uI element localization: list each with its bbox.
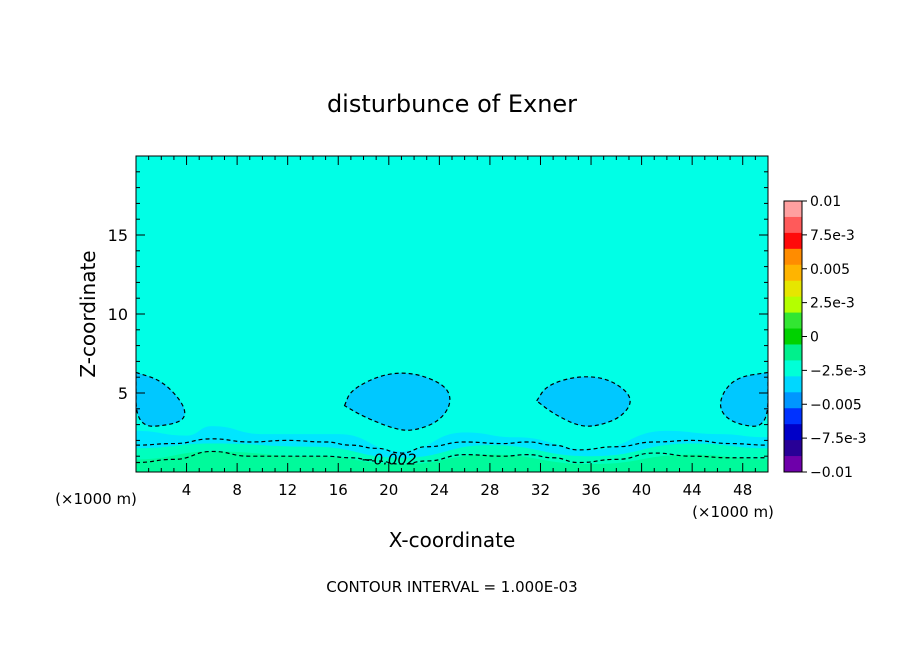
colorbar-swatch (784, 392, 802, 409)
colorbar-label: −0.005 (810, 397, 862, 413)
contour-lines (136, 438, 768, 465)
contour-cell (343, 372, 451, 431)
contour-labels: −0.002 (361, 451, 417, 469)
low-pressure-cells (136, 371, 768, 431)
x-tick-label: 32 (531, 481, 550, 499)
colorbar-swatch (784, 264, 802, 282)
x-tick-label: 20 (379, 481, 398, 499)
x-units-left: (×1000 m) (55, 490, 137, 508)
y-axis-label: Z-coordinate (76, 250, 100, 377)
y-tick-label: 15 (108, 226, 128, 245)
colorbar-label: 0.01 (810, 194, 841, 210)
x-tick-label: 28 (480, 481, 499, 499)
x-tick-label: 24 (430, 481, 449, 499)
colorbar-swatch (784, 201, 802, 218)
colorbar-swatch (784, 280, 802, 298)
y-tick-label: 5 (118, 384, 128, 403)
colorbar-swatch (784, 408, 802, 425)
contour-line (136, 438, 768, 454)
colorbar-label: 0.005 (810, 262, 850, 278)
colorbar-swatch (784, 360, 802, 377)
x-axis-label: X-coordinate (389, 528, 516, 552)
x-tick-label: 8 (232, 481, 242, 499)
colorbar-swatch (784, 456, 802, 473)
contour-line (136, 450, 768, 465)
contour-interval-note: CONTOUR INTERVAL = 1.000E-03 (326, 578, 577, 596)
plot-area (136, 156, 768, 472)
x-tick-label: 4 (182, 481, 192, 499)
field-band (136, 451, 768, 472)
colorbar-label: 0 (810, 330, 819, 346)
x-tick-label: 48 (733, 481, 752, 499)
colorbar-label: 2.5e-3 (810, 296, 855, 312)
contour-cell (136, 371, 186, 427)
y-axis-ticks: 5 10 15 (108, 171, 768, 457)
contour-cell (535, 376, 631, 427)
colorbar-swatch (784, 440, 802, 457)
colorbar-swatch (784, 328, 802, 345)
colorbar-swatch (784, 216, 802, 234)
colorbar-label: −0.01 (810, 465, 853, 481)
x-axis-ticks: 4 8 12 16 20 24 28 32 36 40 44 48 (148, 156, 756, 499)
x-units-right: (×1000 m) (692, 503, 774, 521)
colorbar-swatch (784, 376, 802, 393)
x-tick-label: 40 (632, 481, 651, 499)
contour-cell (719, 371, 768, 427)
x-tick-label: 36 (581, 481, 600, 499)
x-tick-label: 44 (683, 481, 702, 499)
x-tick-label: 16 (329, 481, 348, 499)
colorbar-swatch (784, 296, 802, 314)
colorbar: 0.01 7.5e-3 0.005 2.5e-3 0 −2.5e-3 −0.005 −7.5e… (783, 194, 867, 481)
colorbar-swatch (784, 248, 802, 266)
colorbar-label: 7.5e-3 (810, 228, 855, 244)
colorbar-label: −7.5e-3 (810, 431, 867, 447)
x-tick-label: 12 (278, 481, 297, 499)
y-tick-label: 10 (108, 305, 128, 324)
colorbar-swatch (784, 424, 802, 441)
colorbar-swatch (784, 344, 802, 361)
colorbar-swatch (784, 312, 802, 330)
colorbar-swatch (784, 232, 802, 250)
colorbar-label: −2.5e-3 (810, 363, 867, 379)
chart-title: disturbunce of Exner (327, 90, 577, 118)
field-bands (136, 156, 768, 472)
contour-label: −0.002 (361, 451, 417, 469)
